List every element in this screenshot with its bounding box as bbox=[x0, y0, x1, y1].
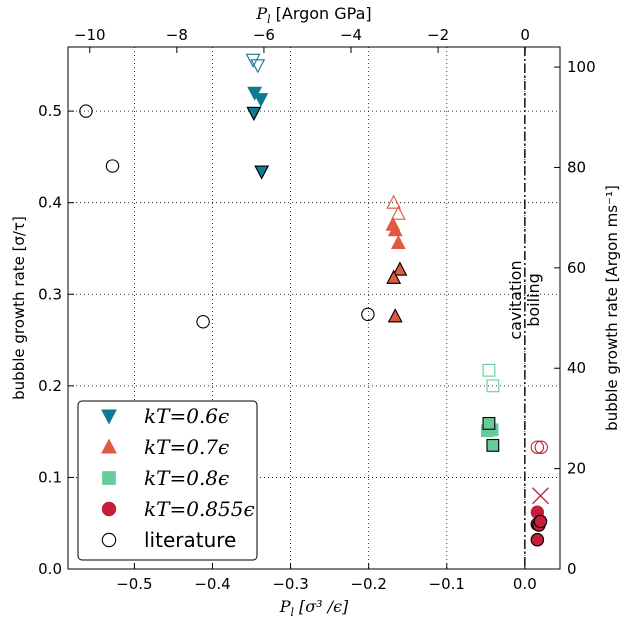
top-axis-label-var: P bbox=[255, 4, 267, 23]
point-kt-0-855--cross bbox=[532, 487, 549, 505]
top-tick-label: −8 bbox=[166, 26, 188, 44]
y-tick-label: 0.0 bbox=[38, 560, 62, 578]
top-tick-label: 0 bbox=[520, 26, 530, 44]
right-tick-label: 100 bbox=[567, 58, 596, 76]
right-tick-label: 0 bbox=[567, 560, 577, 578]
point-literature bbox=[79, 104, 93, 118]
top-tick-label: −6 bbox=[253, 26, 275, 44]
legend-marker bbox=[102, 471, 116, 485]
legend-marker bbox=[101, 532, 117, 548]
point-kt-0-7--outlined bbox=[386, 269, 402, 284]
point-kt-0-6--open bbox=[245, 53, 261, 68]
x-axis-label-sub: l bbox=[290, 606, 294, 619]
point-literature bbox=[105, 159, 120, 173]
cavitation-label: cavitation bbox=[506, 260, 525, 339]
point-kt-0-8--outlined bbox=[482, 416, 496, 430]
point-kt-0-8--open bbox=[482, 363, 496, 377]
boiling-label: boiling bbox=[524, 273, 543, 327]
legend-label: kT=0.855ϵ bbox=[144, 497, 255, 521]
point-kt-0-6--outlined bbox=[246, 106, 262, 121]
point-kt-0-6--outlined bbox=[254, 165, 270, 180]
point-kt-0-7--outlined bbox=[387, 308, 403, 323]
data-points bbox=[79, 53, 549, 547]
y-axis-label-right: bubble growth rate [Argon ms⁻¹] bbox=[603, 185, 621, 431]
plot-frame bbox=[67, 46, 561, 570]
right-tick-label: 60 bbox=[567, 259, 586, 277]
top-tick-label: −4 bbox=[340, 26, 362, 44]
legend-box bbox=[77, 400, 258, 561]
top-axis-label: Pl [Argon GPa] bbox=[255, 4, 371, 26]
y-tick-label: 0.1 bbox=[38, 468, 62, 486]
legend-marker bbox=[101, 409, 117, 425]
top-tick-label: −2 bbox=[427, 26, 449, 44]
point-kt-0-6--filled bbox=[253, 93, 269, 108]
legend-label: kT=0.8ϵ bbox=[144, 466, 229, 490]
point-kt-0-855--open bbox=[530, 440, 545, 454]
right-tick-label: 40 bbox=[567, 359, 586, 377]
point-kt-0-8--outlined bbox=[486, 438, 500, 452]
point-kt-0-7--open bbox=[390, 205, 406, 220]
point-kt-0-7--filled bbox=[387, 222, 403, 237]
y-tick-label: 0.2 bbox=[38, 377, 62, 395]
point-literature bbox=[361, 307, 375, 322]
legend-label: literature bbox=[144, 528, 236, 552]
right-tick-label: 80 bbox=[567, 158, 586, 176]
y-tick-label: 0.5 bbox=[38, 102, 62, 120]
x-axis-label: Pl [σ³ /ϵ] bbox=[279, 597, 349, 619]
point-kt-0-7--open bbox=[386, 194, 402, 209]
x-tick-label: −0.5 bbox=[116, 575, 152, 593]
x-tick-label: −0.1 bbox=[429, 575, 465, 593]
legend-marker bbox=[101, 438, 117, 454]
x-axis-label-var: P bbox=[279, 597, 291, 616]
legend-label: kT=0.7ϵ bbox=[144, 435, 229, 459]
top-tick-label: −10 bbox=[74, 26, 106, 44]
point-kt-0-6--open bbox=[250, 59, 266, 74]
legend: kT=0.6ϵ kT=0.7ϵ kT=0.8ϵ kT=0.855ϵ literature bbox=[77, 400, 258, 561]
point-kt-0-7--filled bbox=[390, 234, 406, 250]
top-axis-label-units: [Argon GPa] bbox=[276, 4, 372, 23]
x-tick-label: −0.3 bbox=[272, 575, 308, 593]
y-axis-label-left: bubble growth rate [σ/τ] bbox=[10, 216, 28, 400]
point-kt-0-855--outlined bbox=[530, 532, 545, 547]
right-tick-label: 20 bbox=[567, 460, 586, 478]
x-tick-label: −0.2 bbox=[350, 575, 386, 593]
y-tick-label: 0.3 bbox=[38, 285, 62, 303]
point-kt-0-8--open bbox=[486, 379, 500, 393]
legend-label: kT=0.6ϵ bbox=[144, 404, 229, 428]
point-kt-0-855--outlined bbox=[533, 514, 548, 529]
x-axis-label-units: [σ³ /ϵ] bbox=[299, 597, 349, 616]
legend-marker bbox=[101, 501, 117, 517]
axis-ticks: −0.5 −0.4 −0.3 −0.2 −0.1 0.0 0.0 0.1 0.2 0.3 0.4 0.… bbox=[38, 26, 596, 593]
point-kt-0-855--open bbox=[534, 440, 548, 454]
y-tick-label: 0.4 bbox=[38, 194, 62, 212]
x-tick-label: 0.0 bbox=[513, 575, 537, 593]
x-tick-label: −0.4 bbox=[194, 575, 230, 593]
point-literature bbox=[196, 315, 210, 329]
point-kt-0-7--outlined bbox=[392, 261, 408, 276]
top-axis-label-sub: l bbox=[267, 13, 271, 26]
